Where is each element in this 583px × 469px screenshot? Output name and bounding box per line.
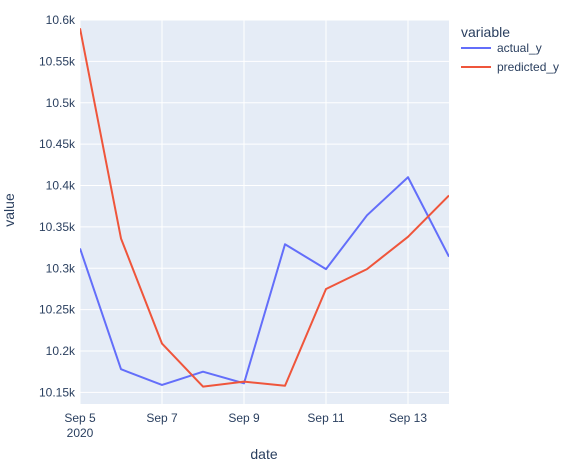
series-line-predicted_y (80, 28, 449, 388)
series-layer (80, 28, 449, 388)
y-tick-label: 10.25k (39, 303, 76, 317)
legend-label-predicted_y: predicted_y (497, 60, 559, 74)
y-tick-label: 10.35k (39, 220, 76, 234)
x-tick-label: Sep 9 (228, 411, 260, 425)
x-tick-label: Sep 7 (146, 411, 178, 425)
x-tick-label: Sep 11 (307, 411, 344, 425)
y-gridlines (80, 19, 449, 393)
y-axis-ticks: 10.15k 10.2k 10.25k 10.3k 10.35k 10.4k 10.45k 1… (39, 13, 76, 399)
y-tick-label: 10.4k (46, 179, 76, 193)
y-tick-label: 10.5k (46, 96, 76, 110)
plot-background (80, 20, 449, 404)
y-tick-label: 10.3k (46, 261, 76, 275)
y-tick-label: 10.2k (46, 344, 76, 358)
x-tick-label: Sep 5 (64, 411, 96, 425)
x-tick-label: Sep 13 (389, 411, 427, 425)
y-tick-label: 10.55k (39, 54, 76, 68)
legend-items: actual_y predicted_y (461, 41, 559, 74)
legend-label-actual_y: actual_y (497, 41, 542, 55)
y-tick-label: 10.45k (39, 137, 76, 151)
x-tick-sublabel: 2020 (67, 426, 94, 440)
x-axis-title: date (250, 446, 277, 462)
y-tick-label: 10.15k (39, 385, 76, 399)
legend: variable actual_y predicted_y (461, 24, 559, 74)
y-axis-title: value (1, 193, 17, 227)
legend-title: variable (461, 24, 510, 40)
series-line-actual_y (80, 176, 449, 386)
y-tick-label: 10.6k (46, 13, 76, 27)
x-gridlines (79, 20, 409, 404)
